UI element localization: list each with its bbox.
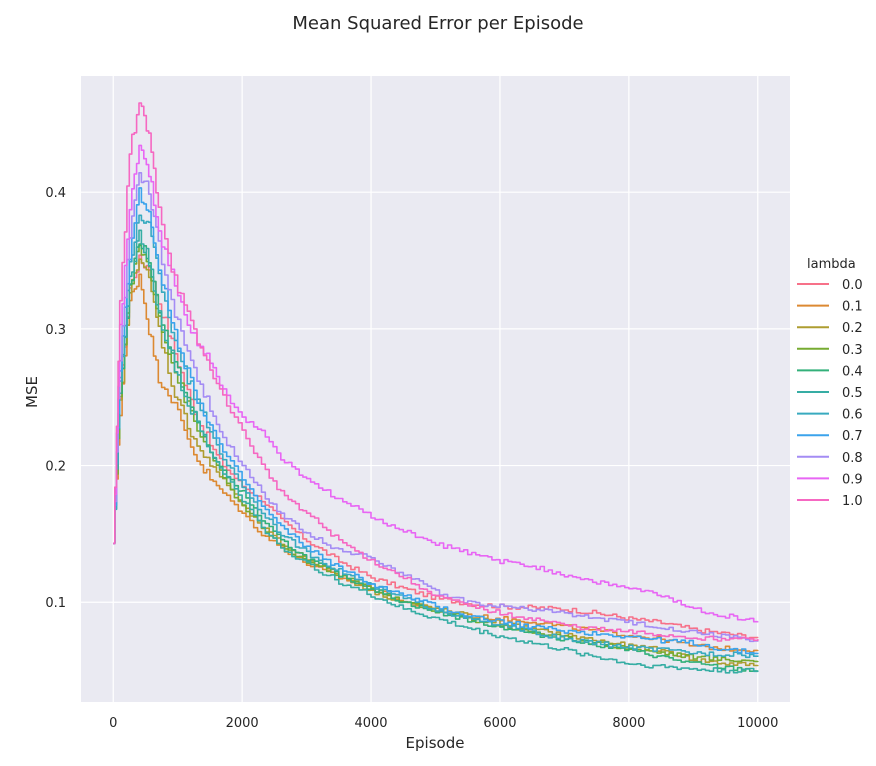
series-line-0.5 <box>113 229 759 674</box>
series-line-0.7 <box>113 187 759 655</box>
x-gridlines <box>112 76 759 702</box>
series-line-0.6 <box>113 214 759 659</box>
x-tick-label: 2000 <box>226 716 259 731</box>
series-lines <box>113 102 759 674</box>
y-axis-label: MSE <box>23 376 41 408</box>
y-tick-label: 0.3 <box>45 323 66 338</box>
x-tick-label: 0 <box>109 716 117 731</box>
legend-label: 0.8 <box>842 451 863 466</box>
series-line-0.8 <box>113 172 759 643</box>
legend-label: 0.7 <box>842 429 863 444</box>
x-tick-label: 6000 <box>483 716 516 731</box>
series-line-0.0 <box>113 254 759 640</box>
x-axis-label: Episode <box>406 734 465 752</box>
x-tick-label: 8000 <box>612 716 645 731</box>
legend-items: 0.0 0.1 0.2 0.3 0.4 0.5 0.6 0.7 0.8 0.9 1.0 <box>797 278 863 509</box>
series-line-1.0 <box>113 102 759 642</box>
x-tick-label: 10000 <box>737 716 778 731</box>
legend-title: lambda <box>807 257 856 272</box>
legend-label: 0.9 <box>842 472 863 487</box>
legend-label: 0.1 <box>842 300 863 315</box>
x-tick-label: 4000 <box>354 716 387 731</box>
y-tick-label: 0.2 <box>45 460 66 475</box>
legend-label: 1.0 <box>842 494 863 509</box>
legend: lambda 0.0 0.1 0.2 0.3 0.4 0.5 0.6 0.7 0.8 0.9 1.0 <box>797 257 863 509</box>
y-tick-label: 0.1 <box>45 596 66 611</box>
legend-label: 0.0 <box>842 278 863 293</box>
legend-label: 0.5 <box>842 386 863 401</box>
legend-label: 0.6 <box>842 408 863 423</box>
y-tick-labels: 0.1 0.2 0.3 0.4 <box>45 186 66 611</box>
y-tick-label: 0.4 <box>45 186 66 201</box>
y-gridlines <box>81 191 790 603</box>
series-line-0.9 <box>113 144 759 623</box>
legend-label: 0.2 <box>842 321 863 336</box>
legend-label: 0.4 <box>842 364 863 379</box>
legend-label: 0.3 <box>842 343 863 358</box>
x-tick-labels: 0 2000 4000 6000 8000 10000 <box>109 716 778 731</box>
chart-title: Mean Squared Error per Episode <box>292 13 583 34</box>
